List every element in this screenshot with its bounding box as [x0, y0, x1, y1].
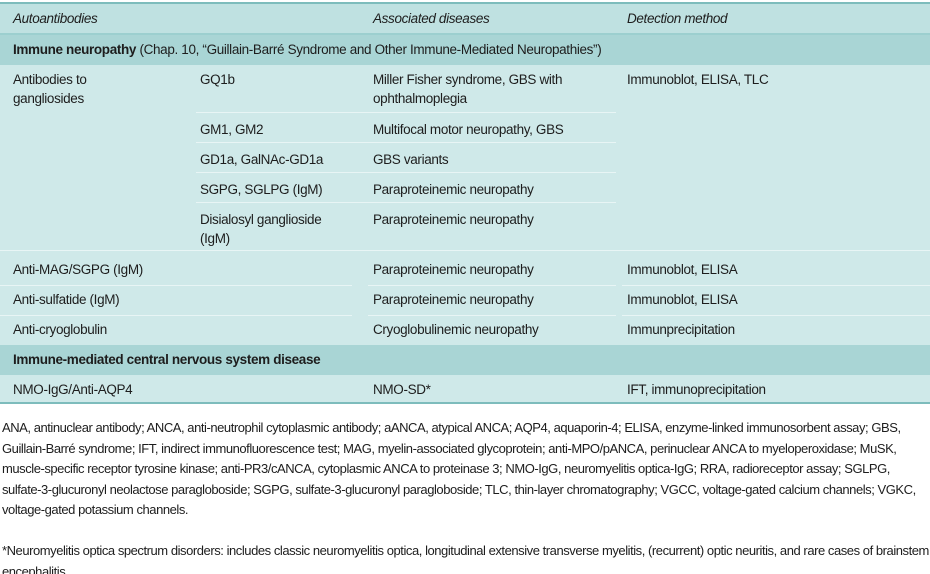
- abbreviations-footnote: ANA, antinuclear antibody; ANCA, anti-ne…: [2, 420, 916, 517]
- row-divider: [196, 202, 616, 203]
- antibody-cell: Anti-MAG/SGPG (IgM): [13, 262, 143, 277]
- antibody-cell: Anti-cryoglobulin: [13, 322, 107, 337]
- header-associated-diseases: Associated diseases: [373, 11, 490, 26]
- row-divider: [0, 250, 930, 251]
- row-divider: [622, 285, 930, 286]
- antigen-cell: GQ1b: [200, 72, 235, 87]
- antigen-cell-line2: (IgM): [200, 231, 230, 246]
- row-divider: [622, 315, 930, 316]
- group-label: Antibodies to: [13, 72, 87, 87]
- detection-cell: Immunoblot, ELISA: [627, 292, 738, 307]
- antigen-cell: SGPG, SGLPG (IgM): [200, 182, 323, 197]
- asterisk-footnote: *Neuromyelitis optica spectrum disorders…: [2, 543, 929, 574]
- row-divider: [196, 112, 616, 113]
- disease-cell: Paraproteinemic neuropathy: [373, 292, 534, 307]
- antibody-cell: Anti-sulfatide (IgM): [13, 292, 120, 307]
- row-divider: [0, 315, 352, 316]
- antigen-cell: Disialosyl ganglioside: [200, 212, 322, 227]
- row-divider: [196, 142, 616, 143]
- detection-cell: Immunprecipitation: [627, 322, 735, 337]
- section-cns-disease: Immune-mediated central nervous system d…: [0, 345, 930, 375]
- row-divider: [368, 285, 616, 286]
- disease-cell-line2: ophthalmoplegia: [373, 91, 467, 106]
- row-divider: [196, 172, 616, 173]
- disease-cell: NMO-SD*: [373, 382, 431, 397]
- disease-cell: Paraproteinemic neuropathy: [373, 262, 534, 277]
- disease-cell: Miller Fisher syndrome, GBS with: [373, 72, 563, 87]
- table-header: Autoantibodies Associated diseases Detec…: [0, 4, 930, 35]
- antibody-cell: NMO-IgG/Anti-AQP4: [13, 382, 133, 397]
- disease-cell: Paraproteinemic neuropathy: [373, 212, 534, 227]
- row-divider: [368, 315, 616, 316]
- detection-cell: Immunoblot, ELISA: [627, 262, 738, 277]
- group-detection: Immunoblot, ELISA, TLC: [627, 72, 769, 87]
- row-divider: [0, 285, 352, 286]
- disease-cell: Multifocal motor neuropathy, GBS: [373, 122, 564, 137]
- section-title: Immune-mediated central nervous system d…: [13, 352, 321, 367]
- disease-cell: Paraproteinemic neuropathy: [373, 182, 534, 197]
- antigen-cell: GD1a, GalNAc-GD1a: [200, 152, 324, 167]
- detection-cell: IFT, immunoprecipitation: [627, 382, 766, 397]
- header-autoantibodies: Autoantibodies: [13, 11, 98, 26]
- header-detection-method: Detection method: [627, 11, 728, 26]
- group-label-line2: gangliosides: [13, 91, 84, 106]
- section-title: Immune neuropathy: [13, 42, 137, 57]
- section-immune-neuropathy: Immune neuropathy (Chap. 10, “Guillain-B…: [0, 35, 930, 65]
- section-subtitle: (Chap. 10, “Guillain-Barré Syndrome and …: [136, 42, 602, 57]
- autoantibody-table: Autoantibodies Associated diseases Detec…: [0, 2, 930, 404]
- antigen-cell: GM1, GM2: [200, 122, 264, 137]
- disease-cell: Cryoglobulinemic neuropathy: [373, 322, 539, 337]
- disease-cell: GBS variants: [373, 152, 449, 167]
